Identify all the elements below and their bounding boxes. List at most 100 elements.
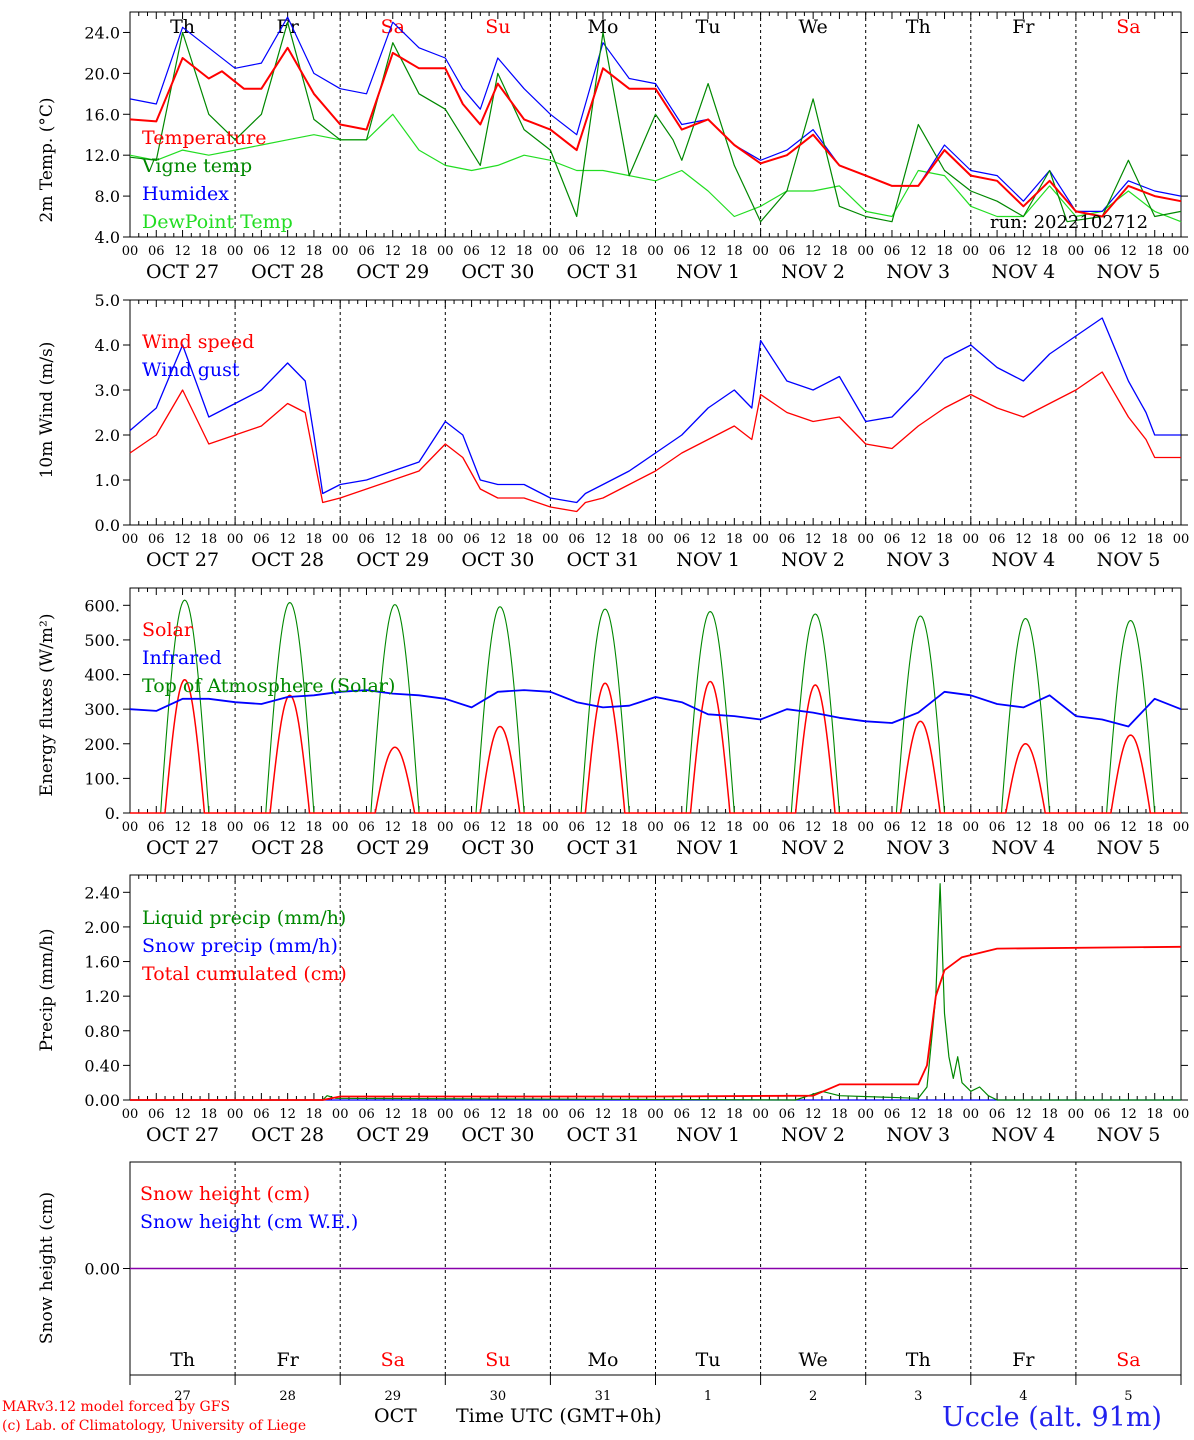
series-total-cumulated	[130, 945, 1182, 1101]
lab-credit: (c) Lab. of Climatology, University of L…	[2, 1418, 307, 1434]
series-solar-day	[130, 678, 236, 814]
y-axis-label: 10m Wind (m/s)	[37, 342, 57, 479]
legend-entry: Total cumulated (cm)	[142, 963, 347, 985]
bottom-day-number: 4	[1019, 1389, 1027, 1404]
hour-tick-label: 18	[1146, 1107, 1163, 1122]
y-tick-label: 0.80	[84, 1022, 120, 1041]
hour-tick-label: 18	[831, 244, 848, 259]
y-tick-label: 0.40	[84, 1056, 120, 1075]
legend-entry: Snow height (cm W.E.)	[140, 1211, 358, 1233]
hour-tick-label: 00	[332, 244, 349, 259]
hour-tick-label: 00	[1068, 532, 1085, 547]
bottom-day-number: 1	[704, 1389, 712, 1404]
hour-tick-label: 18	[411, 244, 428, 259]
hour-tick-label: 06	[1094, 532, 1111, 547]
hour-tick-label: 18	[936, 820, 953, 835]
hour-tick-label: 18	[621, 1107, 638, 1122]
hour-tick-label: 06	[674, 820, 691, 835]
hour-tick-label: 06	[253, 820, 270, 835]
series-toa-day	[970, 617, 1076, 814]
legend-entry: Snow height (cm)	[140, 1183, 310, 1205]
weekday-label: Sa	[1116, 16, 1140, 38]
hour-tick-label: 18	[831, 1107, 848, 1122]
weekday-label: We	[799, 16, 828, 38]
date-label: NOV 2	[781, 549, 845, 571]
hour-tick-label: 06	[568, 532, 585, 547]
hour-tick-label: 06	[148, 820, 165, 835]
weekday-label: Su	[485, 16, 510, 38]
hour-tick-label: 18	[1041, 532, 1058, 547]
hour-tick-label: 12	[1120, 532, 1137, 547]
date-label: NOV 5	[1097, 1124, 1161, 1146]
hour-tick-label: 00	[963, 1107, 980, 1122]
hour-tick-label: 06	[463, 1107, 480, 1122]
legend-entry: Liquid precip (mm/h)	[142, 907, 346, 929]
hour-tick-label: 18	[1041, 1107, 1058, 1122]
date-label: OCT 30	[461, 837, 534, 859]
hour-tick-label: 00	[542, 820, 559, 835]
station-label: Uccle (alt. 91m)	[942, 1402, 1162, 1433]
hour-tick-label: 18	[936, 244, 953, 259]
hour-tick-label: 00	[647, 244, 664, 259]
weekday-label: Fr	[277, 16, 300, 38]
legend-entry: Vigne temp	[141, 155, 252, 177]
y-tick-label: 5.0	[95, 291, 120, 310]
y-tick-label: 4.0	[95, 336, 120, 355]
hour-tick-label: 06	[148, 1107, 165, 1122]
series-dewpoint-temp	[129, 113, 1182, 223]
series-solar-day	[970, 743, 1076, 814]
hour-tick-label: 06	[1094, 1107, 1111, 1122]
y-tick-label: 2.40	[84, 883, 120, 902]
legend-entry: Humidex	[142, 183, 229, 205]
hour-tick-label: 18	[831, 820, 848, 835]
hour-tick-label: 18	[516, 532, 533, 547]
hour-tick-label: 00	[332, 820, 349, 835]
hour-tick-label: 18	[411, 1107, 428, 1122]
bottom-weekday-label: Tu	[696, 1349, 721, 1371]
hour-tick-label: 00	[963, 244, 980, 259]
hour-tick-label: 06	[148, 244, 165, 259]
series-vigne-temp	[129, 21, 1182, 223]
hour-tick-label: 06	[884, 244, 901, 259]
hour-tick-label: 06	[358, 532, 375, 547]
date-label: NOV 5	[1097, 549, 1161, 571]
series-toa-day	[550, 608, 656, 814]
bottom-weekday-label: Su	[485, 1349, 510, 1371]
hour-tick-label: 06	[463, 532, 480, 547]
hour-tick-label: 12	[1015, 1107, 1032, 1122]
hour-tick-label: 00	[647, 532, 664, 547]
series-infrared	[129, 689, 1182, 728]
hour-tick-label: 00	[752, 1107, 769, 1122]
hour-tick-label: 12	[805, 1107, 822, 1122]
hour-tick-label: 00	[227, 1107, 244, 1122]
date-label: OCT 28	[251, 837, 324, 859]
y-tick-label: 200.	[84, 735, 120, 754]
hour-tick-label: 12	[700, 244, 717, 259]
series-solar-day	[655, 680, 761, 814]
y-tick-label: 0.00	[84, 1091, 120, 1110]
y-axis-label: Energy fluxes (W/m²)	[37, 614, 57, 797]
hour-tick-label: 00	[1068, 1107, 1085, 1122]
hour-tick-label: 00	[437, 820, 454, 835]
hour-tick-label: 18	[936, 532, 953, 547]
weekday-label: Mo	[587, 16, 618, 38]
hour-tick-label: 12	[1015, 820, 1032, 835]
model-credit: MARv3.12 model forced by GFS	[2, 1399, 231, 1415]
hour-tick-label: 06	[463, 244, 480, 259]
hour-tick-label: 06	[884, 1107, 901, 1122]
hour-tick-label: 00	[542, 532, 559, 547]
y-tick-label: 0.0	[95, 516, 120, 535]
hour-tick-label: 06	[358, 244, 375, 259]
date-label: NOV 2	[781, 1124, 845, 1146]
bottom-weekday-label: Th	[170, 1349, 195, 1371]
y-tick-label: 24.0	[84, 23, 120, 42]
bottom-day-number: 30	[490, 1389, 507, 1404]
hour-tick-label: 18	[1041, 244, 1058, 259]
hour-tick-label: 18	[1146, 820, 1163, 835]
series-solar-day	[760, 684, 866, 814]
hour-tick-label: 00	[857, 1107, 874, 1122]
date-label: OCT 27	[146, 837, 219, 859]
hour-tick-label: 00	[437, 1107, 454, 1122]
y-tick-label: 100.	[84, 769, 120, 788]
legend-entry: Wind speed	[142, 331, 254, 353]
